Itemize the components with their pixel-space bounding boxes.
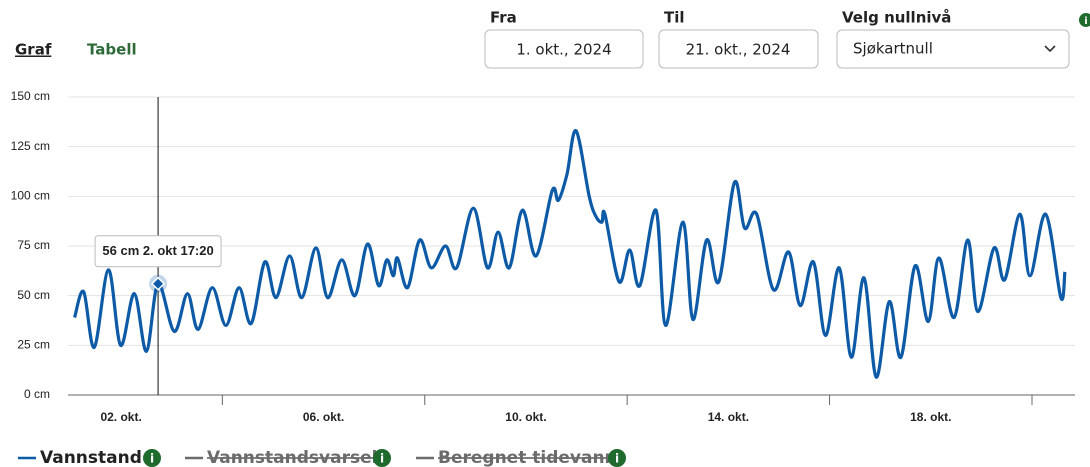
level-label: Velg nullnivå [842,9,951,27]
tooltip-marker [151,276,166,291]
info-icon-text: i [380,452,384,466]
y-tick-label: 125 cm [11,139,50,153]
to-input[interactable] [658,29,819,69]
tab-graf[interactable]: Graf [15,41,52,59]
legend-label[interactable]: Beregnet tidevann [438,448,617,467]
chevron [1044,45,1056,53]
from-value: 1. okt., 2024 [516,41,611,59]
info-icon[interactable] [143,449,161,467]
info-icon-text: i [150,452,154,466]
x-tick-label: 06. okt. [303,410,344,424]
line-series [73,129,1067,379]
info-icon-text: i [615,452,619,466]
x-tick-label: 14. okt. [708,410,749,424]
to-label: Til [664,9,685,27]
x-tick-label: 10. okt. [505,410,546,424]
y-tick-label: 100 cm [11,189,50,203]
to-value: 21. okt., 2024 [686,41,791,59]
y-tick-label: 25 cm [17,338,50,352]
y-tick-label: 75 cm [17,238,50,252]
x-tick-label: 02. okt. [100,410,141,424]
tab-tabell[interactable]: Tabell [87,41,137,59]
y-tick-label: 50 cm [17,288,50,302]
info-icon-text: i [1084,16,1087,27]
x-tick-label: 18. okt. [910,410,951,424]
level-value: Sjøkartnull [853,40,933,58]
level-select[interactable] [836,29,1070,69]
info-icon[interactable] [373,449,391,467]
tooltip-text: 56 cm 2. okt 17:20 [102,243,213,258]
from-label: Fra [490,9,517,27]
legend-label[interactable]: Vannstandsvarsel [207,448,377,467]
info-icon[interactable] [608,449,626,467]
tooltip-box [94,235,222,268]
info-icon[interactable] [1079,13,1090,27]
y-tick-label: 0 cm [24,387,50,401]
from-input[interactable] [484,29,644,69]
legend-label[interactable]: Vannstand [40,448,142,467]
y-tick-label: 150 cm [11,89,50,103]
